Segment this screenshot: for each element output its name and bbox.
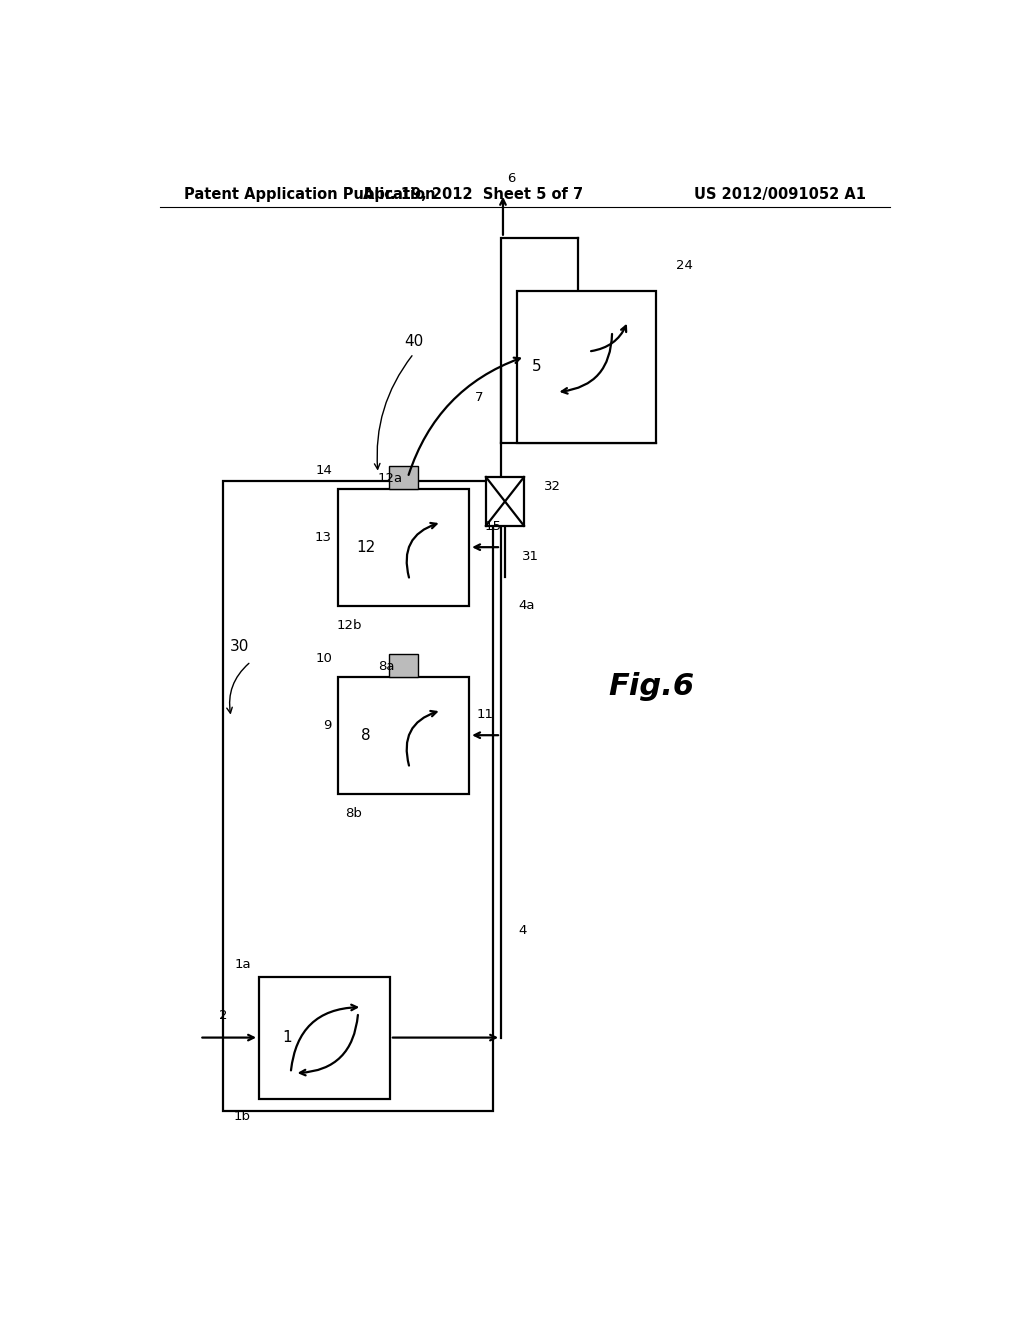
Text: 24: 24 (676, 259, 692, 272)
Text: Patent Application Publication: Patent Application Publication (183, 187, 435, 202)
Text: 4a: 4a (518, 599, 535, 612)
Text: 12a: 12a (377, 473, 402, 484)
Text: 10: 10 (315, 652, 332, 665)
Text: 12: 12 (356, 540, 376, 554)
Bar (259, 977, 390, 1098)
Text: 6: 6 (507, 172, 515, 185)
Text: 1b: 1b (234, 1110, 251, 1123)
Text: 32: 32 (544, 479, 561, 492)
Text: US 2012/0091052 A1: US 2012/0091052 A1 (694, 187, 866, 202)
Text: Fig.6: Fig.6 (608, 672, 695, 701)
Text: 13: 13 (315, 531, 332, 544)
Text: 14: 14 (315, 463, 332, 477)
Text: 4: 4 (518, 924, 526, 937)
Text: 9: 9 (324, 718, 332, 731)
Bar (486, 477, 524, 525)
Text: 1a: 1a (234, 958, 251, 972)
Text: 31: 31 (522, 550, 540, 562)
Text: 8b: 8b (345, 808, 362, 821)
Text: 8a: 8a (378, 660, 394, 673)
Text: 1: 1 (282, 1030, 292, 1045)
Text: 8: 8 (361, 727, 371, 743)
Text: Apr. 19, 2012  Sheet 5 of 7: Apr. 19, 2012 Sheet 5 of 7 (364, 187, 584, 202)
Text: 7: 7 (475, 391, 483, 404)
Bar (389, 466, 418, 488)
Bar (338, 677, 469, 793)
Bar (389, 655, 418, 677)
Text: 15: 15 (484, 520, 502, 533)
Bar (338, 488, 469, 606)
Bar (223, 480, 494, 1110)
Text: 30: 30 (229, 639, 249, 653)
Bar (517, 290, 655, 444)
Text: 40: 40 (404, 334, 423, 348)
Text: 11: 11 (476, 709, 494, 721)
Text: 5: 5 (531, 359, 542, 375)
Text: 2: 2 (219, 1008, 227, 1022)
Text: 12b: 12b (337, 619, 362, 632)
